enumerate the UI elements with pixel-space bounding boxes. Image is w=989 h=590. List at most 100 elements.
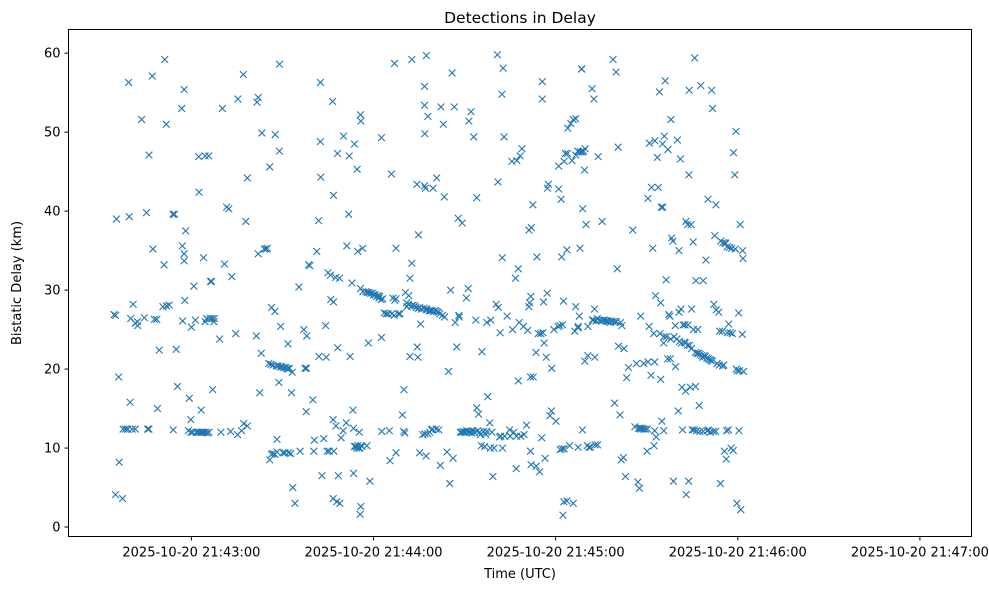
data-point xyxy=(440,193,449,201)
data-point xyxy=(666,312,674,320)
data-point xyxy=(565,441,574,450)
data-point xyxy=(550,325,558,334)
data-point xyxy=(204,152,213,160)
data-point xyxy=(538,95,547,103)
data-point xyxy=(511,274,520,283)
data-point xyxy=(165,301,174,309)
data-point xyxy=(356,510,364,519)
data-point xyxy=(559,511,567,519)
data-point xyxy=(145,425,153,433)
data-point xyxy=(465,117,473,125)
data-point xyxy=(422,452,430,460)
data-point xyxy=(314,216,323,225)
x-axis-label: Time (UTC) xyxy=(483,567,556,582)
data-point xyxy=(689,238,697,246)
data-point xyxy=(643,425,652,433)
y-tick-label: 60 xyxy=(44,47,61,62)
data-point xyxy=(435,426,443,434)
data-point xyxy=(121,425,130,433)
data-point xyxy=(170,210,179,219)
data-point xyxy=(310,436,319,444)
data-point xyxy=(480,442,489,451)
data-point xyxy=(569,499,578,508)
data-point xyxy=(618,321,626,330)
data-point xyxy=(702,256,710,264)
data-point xyxy=(160,55,169,64)
data-point xyxy=(662,276,670,284)
data-point xyxy=(201,152,209,160)
data-point xyxy=(660,332,668,341)
data-point xyxy=(149,245,157,253)
data-point xyxy=(413,180,421,189)
data-point xyxy=(558,321,567,329)
data-point xyxy=(336,499,344,508)
data-point xyxy=(628,226,637,234)
data-point xyxy=(687,220,695,229)
data-point xyxy=(722,455,731,463)
x-tick-label: 2025-10-20 21:46:00 xyxy=(669,546,807,561)
data-point xyxy=(112,215,121,223)
y-axis-label: Bistatic Delay (km) xyxy=(10,221,25,345)
data-point xyxy=(554,185,563,193)
data-point xyxy=(455,311,463,320)
data-point xyxy=(353,444,361,452)
data-point xyxy=(522,421,531,429)
x-tick-label: 2025-10-20 21:44:00 xyxy=(305,546,443,561)
data-point xyxy=(128,425,137,433)
data-point xyxy=(683,220,692,229)
data-point xyxy=(462,294,471,302)
data-point xyxy=(378,295,387,303)
data-point xyxy=(118,494,127,503)
data-point xyxy=(677,305,685,313)
data-point xyxy=(658,417,666,425)
data-point xyxy=(669,237,677,245)
data-point xyxy=(273,435,281,444)
data-point xyxy=(690,426,698,434)
data-point xyxy=(454,214,463,223)
data-point xyxy=(390,59,399,68)
data-point xyxy=(237,426,246,435)
data-point xyxy=(580,166,589,174)
data-point xyxy=(382,310,391,318)
data-point xyxy=(472,403,481,412)
data-point xyxy=(187,428,195,437)
data-point xyxy=(720,447,729,455)
data-point xyxy=(432,425,440,433)
data-point xyxy=(190,282,198,290)
data-point xyxy=(656,298,665,307)
data-point xyxy=(525,298,534,307)
data-point xyxy=(574,322,582,331)
data-point xyxy=(581,144,589,153)
data-point xyxy=(563,497,571,505)
data-point xyxy=(178,317,187,325)
data-point xyxy=(258,129,266,137)
data-point xyxy=(353,247,362,256)
data-point xyxy=(153,315,161,324)
data-point xyxy=(692,276,700,285)
data-point xyxy=(610,399,619,407)
data-point xyxy=(226,427,235,436)
data-point xyxy=(681,387,690,395)
data-point xyxy=(315,352,323,361)
data-point xyxy=(115,458,123,467)
data-point xyxy=(708,357,717,365)
data-point xyxy=(180,85,188,94)
data-point xyxy=(514,264,523,273)
data-point xyxy=(660,132,669,140)
data-point xyxy=(588,84,596,93)
data-point xyxy=(738,330,747,339)
data-point xyxy=(666,355,675,363)
data-point xyxy=(537,329,545,338)
data-point xyxy=(636,312,645,320)
data-point xyxy=(254,93,262,102)
data-point xyxy=(498,444,507,452)
data-point xyxy=(195,188,203,196)
data-point xyxy=(207,277,216,286)
data-point xyxy=(217,428,225,437)
data-point xyxy=(709,427,717,436)
data-point xyxy=(321,321,330,330)
data-point xyxy=(316,173,325,181)
data-point xyxy=(254,249,262,258)
data-point xyxy=(398,411,407,419)
